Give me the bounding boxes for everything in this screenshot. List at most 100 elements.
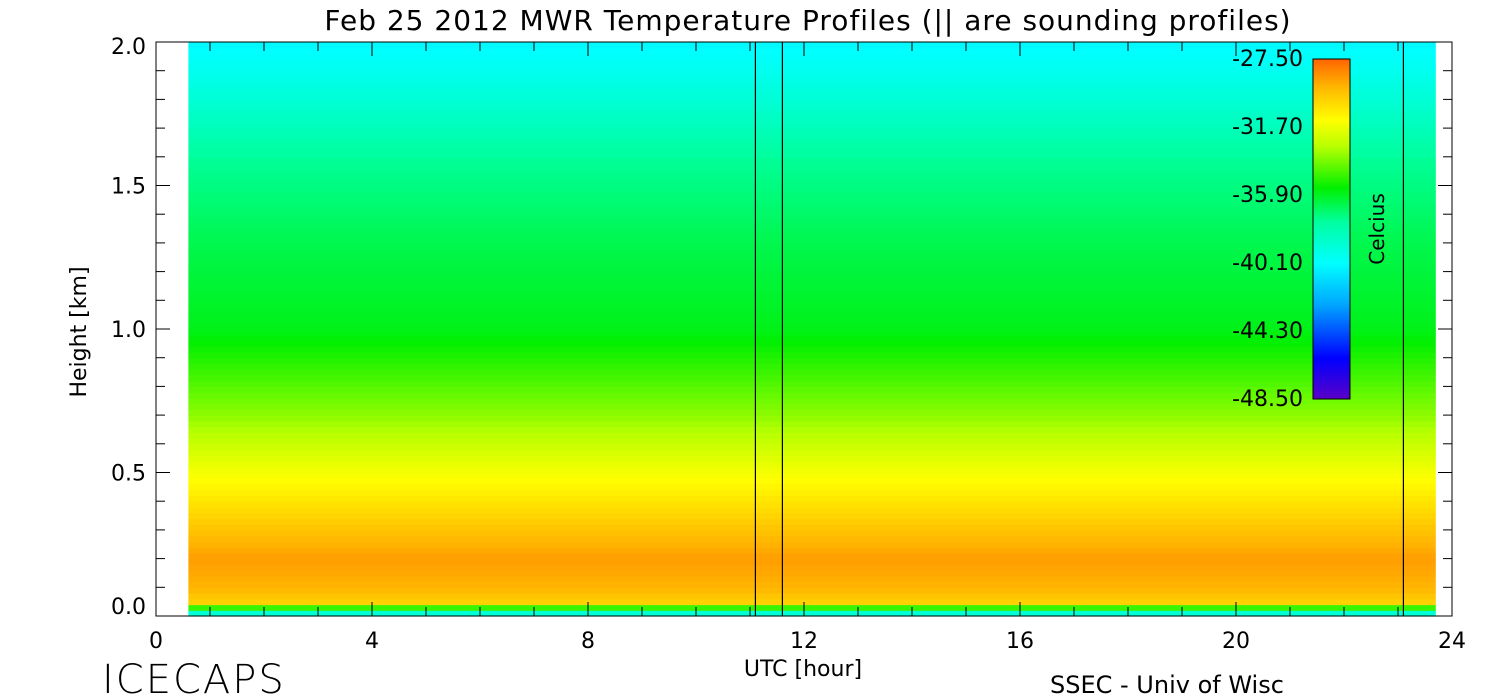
temperature-band <box>188 420 1436 428</box>
temperature-band <box>188 93 1436 100</box>
chart-title: Feb 25 2012 MWR Temperature Profiles (||… <box>324 4 1291 37</box>
temperature-band <box>188 409 1436 416</box>
temperature-band <box>188 105 1436 112</box>
temperature-band <box>188 128 1436 135</box>
temperature-band <box>188 552 1436 560</box>
temperature-band <box>188 191 1436 198</box>
temperature-band <box>188 225 1436 233</box>
temperature-band <box>188 174 1436 181</box>
y-axis-label: Height [km] <box>67 266 92 397</box>
colorbar-tick-label: -31.70 <box>1232 115 1303 140</box>
temperature-band <box>188 242 1436 250</box>
temperature-band <box>188 363 1436 370</box>
temperature-band <box>188 547 1436 554</box>
colorbar <box>1312 58 1351 400</box>
x-tick-label: 4 <box>365 629 379 654</box>
y-tick-label: 1.0 <box>111 318 146 343</box>
temperature-band <box>188 604 1436 611</box>
temperature-band <box>188 208 1436 215</box>
temperature-band <box>188 42 1436 49</box>
temperature-band <box>188 386 1436 393</box>
temperature-band <box>188 237 1436 244</box>
temperature-band <box>188 196 1436 204</box>
temperature-band <box>188 139 1436 146</box>
temperature-band <box>188 466 1436 474</box>
temperature-band <box>188 271 1436 278</box>
temperature-band <box>188 438 1436 445</box>
temperature-band <box>188 294 1436 301</box>
temperature-band <box>188 82 1436 89</box>
temperature-band <box>188 535 1436 542</box>
temperature-band <box>188 415 1436 422</box>
temperature-band <box>188 501 1436 508</box>
temperature-band <box>188 87 1436 95</box>
brand-logo-text: ICECAPS <box>102 657 286 700</box>
temperature-band <box>188 260 1436 267</box>
temperature-band <box>188 558 1436 565</box>
colorbar-tick-labels: -27.50 -31.70 -35.90 -40.10 -44.30 -48.50 <box>1232 47 1303 412</box>
x-tick-label: 12 <box>790 629 818 654</box>
x-tick-label: 0 <box>149 629 163 654</box>
temperature-band <box>188 116 1436 123</box>
colorbar-tick-label: -27.50 <box>1232 47 1303 72</box>
temperature-band <box>188 570 1436 577</box>
temperature-band <box>188 575 1436 583</box>
temperature-band <box>188 610 1436 617</box>
x-axis-label: UTC [hour] <box>744 657 862 682</box>
temperature-band <box>188 59 1436 66</box>
temperature-band <box>188 593 1436 600</box>
temperature-band <box>188 122 1436 129</box>
temperature-band <box>188 185 1436 192</box>
temperature-band <box>188 506 1436 514</box>
temperature-band <box>188 110 1436 118</box>
temperature-band <box>188 426 1436 433</box>
colorbar-tick-label: -35.90 <box>1232 183 1303 208</box>
temperature-band <box>188 283 1436 290</box>
temperature-band <box>188 202 1436 210</box>
temperature-band <box>188 64 1436 72</box>
temperature-band <box>188 99 1436 106</box>
temperature-field <box>188 42 1436 617</box>
temperature-band <box>188 374 1436 382</box>
x-tick-label: 8 <box>581 629 595 654</box>
temperature-band <box>188 472 1436 479</box>
temperature-band <box>188 214 1436 221</box>
temperature-band <box>188 151 1436 158</box>
x-tick-label: 24 <box>1438 629 1466 654</box>
sounding-markers <box>754 42 1405 616</box>
temperature-band <box>188 168 1436 175</box>
temperature-band <box>188 587 1436 594</box>
credit-text: SSEC - Univ of Wisc <box>1050 671 1284 699</box>
y-tick-labels: 0.0 0.5 1.0 1.5 2.0 <box>111 35 146 620</box>
temperature-band <box>188 380 1436 387</box>
temperature-band <box>188 311 1436 319</box>
y-tick-label: 2.0 <box>111 35 146 60</box>
temperature-band <box>188 265 1436 273</box>
temperature-band <box>188 392 1436 399</box>
y-tick-label: 0.5 <box>111 462 146 487</box>
temperature-band <box>188 53 1436 60</box>
x-tick-labels: 0 4 8 12 16 20 24 <box>149 629 1466 654</box>
temperature-band <box>188 397 1436 405</box>
temperature-band <box>188 70 1436 78</box>
temperature-band <box>188 76 1436 83</box>
temperature-band <box>188 254 1436 261</box>
y-tick-label: 1.5 <box>111 175 146 200</box>
temperature-band <box>188 306 1436 313</box>
temperature-band <box>188 248 1436 255</box>
temperature-band <box>188 340 1436 347</box>
temperature-band <box>188 524 1436 531</box>
temperature-band <box>188 369 1436 376</box>
temperature-band <box>188 478 1436 485</box>
temperature-band <box>188 529 1436 537</box>
temperature-band <box>188 403 1436 410</box>
temperature-band <box>188 162 1436 169</box>
temperature-band <box>188 443 1436 451</box>
temperature-band <box>188 179 1436 187</box>
temperature-band <box>188 455 1436 462</box>
temperature-band <box>188 334 1436 342</box>
temperature-band <box>188 231 1436 238</box>
temperature-band <box>188 288 1436 296</box>
colorbar-label: Celcius <box>1365 193 1389 264</box>
